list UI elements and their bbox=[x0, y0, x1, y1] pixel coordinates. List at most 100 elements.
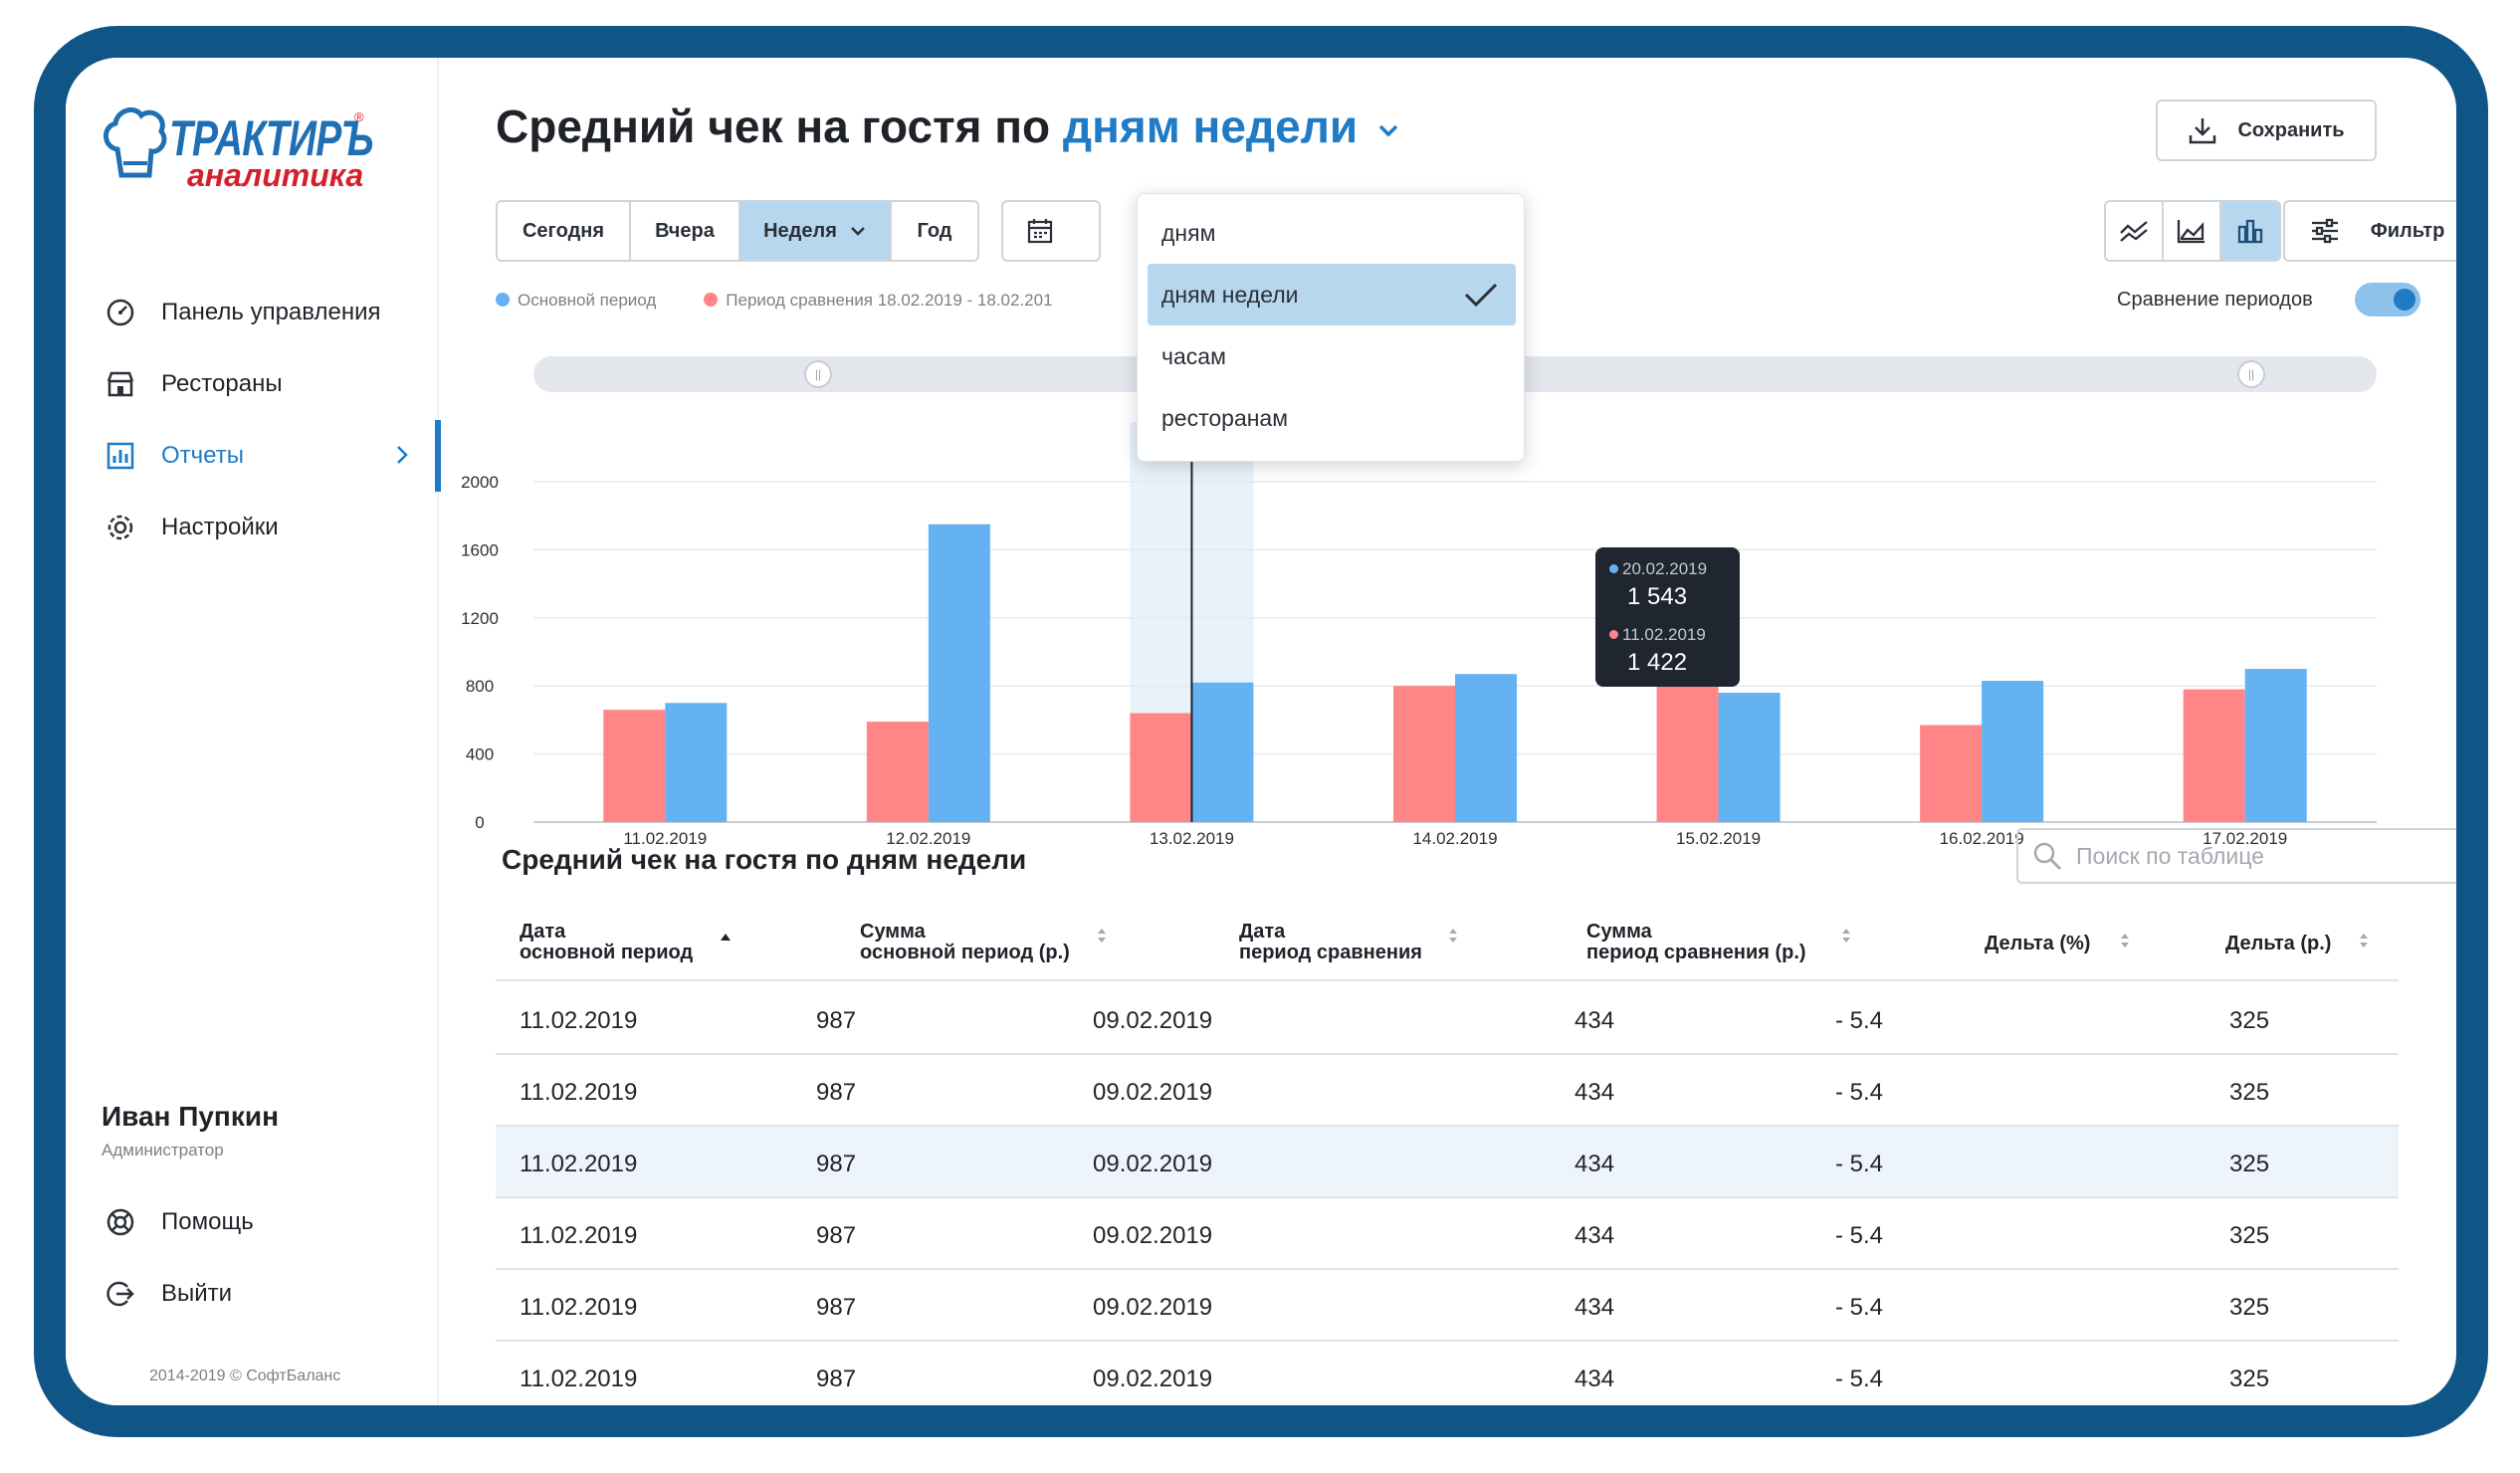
header-line-1: Дельта (%) bbox=[1985, 933, 2091, 954]
user-role: Администратор bbox=[102, 1141, 224, 1159]
sidebar-nav: Панель управления Рестораны Отчеты Нас bbox=[66, 277, 441, 563]
tooltip-dot-main bbox=[1609, 564, 1618, 573]
header-line-2: основной период bbox=[520, 942, 694, 963]
x-tick-label: 12.02.2019 bbox=[886, 829, 970, 848]
bar bbox=[1455, 674, 1517, 822]
table-row[interactable]: 11.02.2019 987 09.02.2019 434 - 5.4 325 bbox=[496, 983, 2399, 1055]
bar bbox=[928, 524, 990, 822]
y-tick-label: 400 bbox=[466, 745, 494, 764]
table-cell: 11.02.2019 bbox=[520, 1294, 638, 1321]
chevron-down-icon bbox=[850, 227, 865, 236]
help-link[interactable]: Помощь bbox=[66, 1186, 439, 1258]
column-header-delta-percent[interactable]: Дельта (%) bbox=[1985, 933, 2129, 954]
user-profile: Иван Пупкин Администратор bbox=[102, 1101, 279, 1160]
table-row[interactable]: 11.02.2019 987 09.02.2019 434 - 5.4 325 bbox=[496, 1270, 2399, 1342]
table-row[interactable]: 11.02.2019 987 09.02.2019 434 - 5.4 325 bbox=[496, 1055, 2399, 1127]
sidebar-item-dashboard[interactable]: Панель управления bbox=[66, 277, 439, 348]
bar bbox=[1920, 725, 1983, 822]
column-header-compare-date[interactable]: Дата период сравнения bbox=[1239, 921, 1457, 963]
search-icon bbox=[2033, 842, 2061, 870]
table-row[interactable]: 11.02.2019 987 09.02.2019 434 - 5.4 325 bbox=[496, 1198, 2399, 1270]
compare-toggle[interactable] bbox=[2355, 283, 2420, 316]
bar-chart-view-button[interactable] bbox=[2221, 202, 2279, 260]
bar bbox=[1656, 663, 1719, 822]
table-cell: 09.02.2019 bbox=[1093, 1151, 1213, 1177]
bar-chart-icon bbox=[2237, 219, 2263, 244]
dropdown-option-weekdays[interactable]: дням недели bbox=[1148, 264, 1516, 325]
table-cell: 325 bbox=[2229, 1007, 2270, 1034]
table-cell: 434 bbox=[1575, 1222, 1615, 1249]
logout-icon bbox=[104, 1277, 137, 1311]
y-tick-label: 1600 bbox=[461, 540, 499, 559]
column-header-compare-sum[interactable]: Сумма период сравнения (р.) bbox=[1586, 922, 1850, 963]
table-cell: 09.02.2019 bbox=[1093, 1294, 1213, 1321]
tooltip-value-2: 1 422 bbox=[1627, 649, 1688, 676]
date-picker-button[interactable] bbox=[1001, 200, 1101, 262]
table-cell: 11.02.2019 bbox=[520, 1079, 638, 1106]
dropdown-option-days[interactable]: дням bbox=[1161, 219, 1216, 246]
tab-year[interactable]: Год bbox=[917, 219, 952, 242]
sliders-icon bbox=[2311, 218, 2338, 244]
sidebar-item-reports[interactable]: Отчеты bbox=[66, 420, 441, 492]
copyright: 2014-2019 © СофтБаланс bbox=[149, 1368, 341, 1384]
table-cell: 09.02.2019 bbox=[1093, 1222, 1213, 1249]
sidebar-item-settings[interactable]: Настройки bbox=[66, 492, 439, 563]
x-tick-label: 14.02.2019 bbox=[1412, 829, 1497, 848]
table-cell: - 5.4 bbox=[1835, 1151, 1884, 1177]
header-line-1: Дельта (р.) bbox=[2225, 933, 2332, 954]
legend-item-compare: Период сравнения 18.02.2019 - 18.02.201 bbox=[704, 291, 1053, 311]
help-label: Помощь bbox=[161, 1208, 254, 1235]
chevron-down-icon[interactable] bbox=[1376, 122, 1400, 138]
chevron-right-icon bbox=[397, 446, 408, 464]
table-search[interactable]: Поиск по таблице bbox=[2016, 828, 2456, 884]
sidebar-item-restaurants[interactable]: Рестораны bbox=[66, 348, 439, 420]
table-cell: 325 bbox=[2229, 1151, 2270, 1177]
header-line-1: Дата bbox=[520, 921, 566, 943]
logo-text: ТРАКТИРЪ bbox=[169, 110, 374, 166]
table-cell: 09.02.2019 bbox=[1093, 1007, 1213, 1034]
dropdown-option-hours[interactable]: часам bbox=[1161, 342, 1226, 369]
range-handle-right[interactable]: || bbox=[2237, 360, 2265, 388]
table-cell: 987 bbox=[816, 1366, 857, 1392]
compare-toggle-label: Сравнение периодов bbox=[2117, 289, 2313, 311]
save-button-label: Сохранить bbox=[2237, 118, 2345, 141]
tab-today[interactable]: Сегодня bbox=[498, 202, 631, 260]
table-header: Дата основной период Сумма основной пери… bbox=[496, 916, 2399, 981]
tooltip-date-2: 11.02.2019 bbox=[1622, 625, 1706, 644]
tooltip-date-compare: 11.02.2019 bbox=[1609, 625, 1740, 645]
bar bbox=[1982, 681, 2044, 822]
group-by-selector[interactable]: дням недели bbox=[1062, 101, 1359, 152]
help-icon bbox=[104, 1205, 137, 1239]
bar-chart: 0 400 800 1200 1600 2000 11.02.2019 12.02.2019 1… bbox=[461, 422, 2377, 848]
column-header-main-sum[interactable]: Сумма основной период (р.) bbox=[860, 922, 1106, 963]
dropdown-option-restaurants[interactable]: ресторанам bbox=[1161, 404, 1289, 431]
tooltip-date-1: 20.02.2019 bbox=[1622, 559, 1708, 578]
range-handle-left[interactable]: || bbox=[804, 360, 832, 388]
table-cell: 987 bbox=[816, 1079, 857, 1106]
table-cell: - 5.4 bbox=[1835, 1294, 1884, 1321]
column-header-main-date[interactable]: Дата основной период bbox=[520, 921, 731, 963]
table-row[interactable]: 11.02.2019 987 09.02.2019 434 - 5.4 325 bbox=[496, 1127, 2399, 1198]
tab-week[interactable]: Неделя bbox=[740, 202, 892, 260]
legend-dot-main bbox=[496, 293, 510, 307]
bar bbox=[1130, 713, 1192, 822]
logo-subtitle: аналитика bbox=[187, 157, 364, 193]
table-cell: 434 bbox=[1575, 1007, 1615, 1034]
table-cell: - 5.4 bbox=[1835, 1079, 1884, 1106]
logout-label: Выйти bbox=[161, 1280, 233, 1307]
tab-yesterday[interactable]: Вчера bbox=[631, 202, 740, 260]
filter-button[interactable]: Фильтр bbox=[2283, 200, 2456, 262]
line-chart-view-button[interactable] bbox=[2106, 202, 2164, 260]
table-cell: - 5.4 bbox=[1835, 1222, 1884, 1249]
legend-dot-compare bbox=[704, 293, 719, 307]
column-header-delta-rub[interactable]: Дельта (р.) bbox=[2225, 933, 2368, 954]
logout-link[interactable]: Выйти bbox=[66, 1258, 439, 1330]
area-chart-view-button[interactable] bbox=[2164, 202, 2221, 260]
app-screen: ТРАКТИРЪ ® аналитика Панель управления Р… bbox=[66, 58, 2456, 1405]
header-line-1: Дата bbox=[1239, 921, 1286, 943]
table-row[interactable]: 11.02.2019 987 09.02.2019 434 - 5.4 325 bbox=[496, 1342, 2399, 1405]
tooltip-value-1: 1 543 bbox=[1627, 583, 1688, 610]
save-button[interactable]: Сохранить bbox=[2156, 100, 2377, 161]
legend-item-main: Основной период bbox=[496, 291, 656, 311]
chef-hat-icon bbox=[104, 106, 167, 178]
